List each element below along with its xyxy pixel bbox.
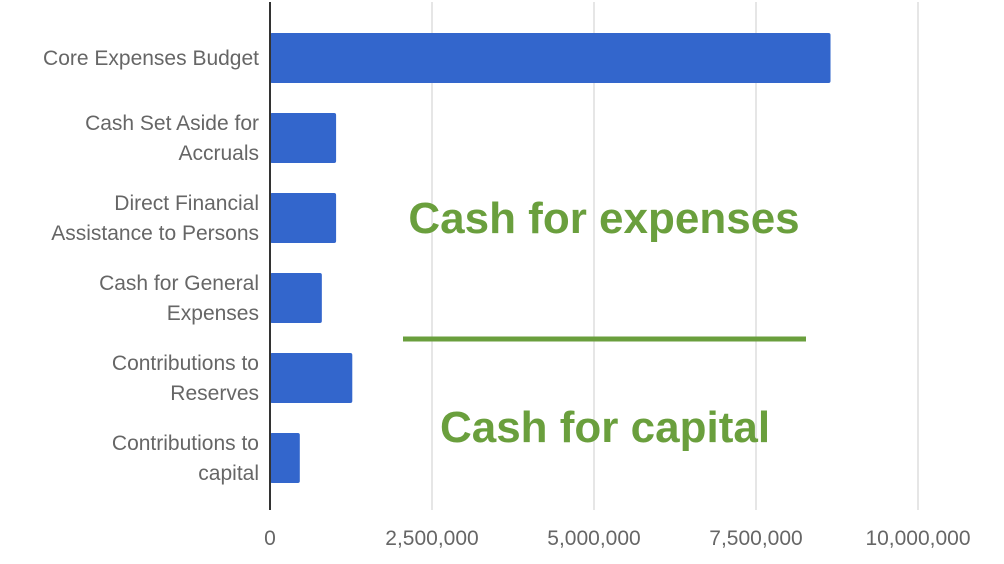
gridlines [431, 2, 919, 510]
category-label: Contributions to Reserves [112, 352, 259, 405]
annotation-cash-for-expenses: Cash for expenses [408, 194, 799, 243]
x-tick-label: 5,000,000 [547, 527, 640, 550]
bar [270, 193, 337, 243]
bar [270, 273, 322, 323]
category-label: Core Expenses Budget [43, 47, 259, 70]
x-tick-label: 7,500,000 [709, 527, 802, 550]
bar [270, 113, 337, 163]
category-label: Contributions to capital [112, 432, 259, 485]
category-labels: Core Expenses Budget Cash Set Aside for Ac… [43, 47, 259, 485]
bar [270, 33, 831, 83]
x-tick-label: 10,000,000 [865, 527, 970, 550]
x-tick-label: 0 [264, 527, 276, 550]
category-label: Direct Financial Assistance to Persons [51, 192, 259, 245]
bars [270, 33, 831, 483]
category-label: Cash Set Aside for Accruals [85, 112, 259, 165]
bar [270, 433, 300, 483]
category-label: Cash for General Expenses [99, 272, 259, 325]
bar [270, 353, 353, 403]
x-tick-labels: 0 2,500,000 5,000,000 7,500,000 10,000,000 [264, 527, 970, 550]
annotation-cash-for-capital: Cash for capital [440, 403, 770, 452]
x-tick-label: 2,500,000 [385, 527, 478, 550]
